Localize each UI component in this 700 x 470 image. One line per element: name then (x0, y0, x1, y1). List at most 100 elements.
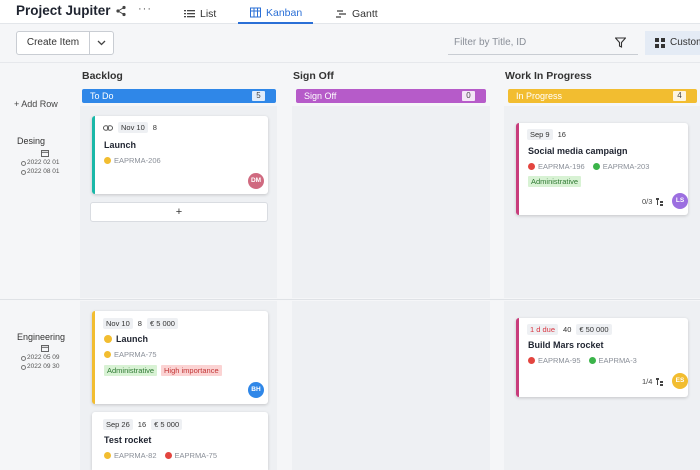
subtask-count[interactable]: 0/3 (642, 197, 664, 206)
avatar[interactable]: ES (672, 373, 688, 389)
subtask-count[interactable]: 1/4 (642, 377, 664, 386)
cell-signoff-engineering (292, 301, 490, 470)
subtask-text: 1/4 (642, 377, 653, 386)
card-ref[interactable]: EAPRMA-206 (104, 156, 161, 165)
avatar[interactable]: LS (672, 193, 688, 209)
card-title-text: Test rocket (104, 435, 152, 445)
status-header-todo: To Do 5 (82, 89, 276, 103)
tab-kanban[interactable]: Kanban (238, 3, 313, 24)
card-title-text: Build Mars rocket (528, 340, 604, 350)
card-build-mars-rocket[interactable]: 1 d due 40 € 50 000 Build Mars rocket EA… (516, 318, 688, 397)
filter-input[interactable] (448, 31, 638, 55)
avatar[interactable]: BH (248, 382, 264, 398)
share-icon[interactable] (115, 5, 127, 17)
card-date: Sep 9 (527, 129, 553, 140)
blocked-dot-icon (164, 452, 172, 459)
create-item-button[interactable]: Create Item (16, 31, 114, 55)
warning-dot-icon (104, 452, 111, 459)
card-date: Sep 26 (103, 419, 133, 430)
status-label: Sign Off (304, 91, 337, 101)
toolbar: Create Item Custom (0, 25, 700, 63)
tab-list[interactable]: List (184, 3, 216, 24)
card-title: Test rocket (104, 435, 151, 445)
card-ref[interactable]: EAPRMA-3 (588, 356, 637, 365)
card-title: Launch (104, 140, 136, 150)
card-ref[interactable]: EAPRMA-82 (104, 451, 157, 460)
card-ref-text: EAPRMA-196 (538, 162, 585, 171)
row-end-date: 2022 08 01 (21, 168, 60, 175)
list-icon (184, 10, 195, 18)
card-launch-engineering[interactable]: Nov 10 8 € 5 000 Launch EAPRMA-75 Admini… (92, 311, 268, 404)
card-ref[interactable]: EAPRMA-196 (528, 162, 585, 171)
tag-administrative: Administrative (104, 365, 158, 376)
link-icon (103, 124, 113, 131)
tab-kanban-label: Kanban (266, 6, 303, 19)
card-cost: € 5 000 (151, 419, 183, 430)
card-ref-text: EAPRMA-3 (598, 356, 637, 365)
card-ref-text: EAPRMA-95 (538, 356, 581, 365)
status-label: To Do (90, 91, 114, 101)
card-ref[interactable]: EAPRMA-203 (592, 162, 649, 171)
tag-high-importance: High importance (161, 365, 222, 376)
add-card-button[interactable]: + (90, 202, 268, 222)
blocked-dot-icon (528, 357, 535, 364)
warning-dot-icon (104, 157, 111, 164)
card-number: 8 (152, 123, 157, 132)
avatar[interactable]: DM (248, 173, 264, 189)
card-due: 1 d due (527, 324, 559, 335)
card-launch-design[interactable]: Nov 10 8 Launch EAPRMA-206 DM (92, 116, 268, 194)
card-social-media-campaign[interactable]: Sep 9 16 Social media campaign EAPRMA-19… (516, 123, 688, 215)
tag-administrative: Administrative (528, 176, 582, 187)
card-title: Launch (104, 334, 148, 344)
done-check-icon (592, 163, 600, 170)
custom-view-button[interactable]: Custom (645, 31, 700, 55)
row-name-engineering: Engineering (17, 332, 66, 342)
card-number: 16 (557, 130, 566, 139)
row-name-desing: Desing (17, 136, 46, 146)
create-item-label: Create Item (17, 32, 90, 54)
card-ref[interactable]: EAPRMA-75 (164, 451, 218, 460)
card-ref-text: EAPRMA-82 (114, 451, 157, 460)
card-title-text: Launch (104, 140, 137, 150)
create-item-dropdown[interactable] (90, 32, 113, 54)
kanban-icon (250, 7, 261, 18)
card-number: 8 (137, 319, 142, 328)
grid-icon (655, 38, 665, 48)
card-test-rocket[interactable]: Sep 26 16 € 5 000 Test rocket EAPRMA-82 … (92, 412, 268, 470)
subtask-icon (656, 197, 664, 206)
status-count: 4 (673, 91, 686, 101)
calendar-icon (41, 150, 49, 157)
column-title-backlog: Backlog (82, 70, 123, 82)
card-cost: € 5 000 (146, 318, 178, 329)
tab-gantt-label: Gantt (352, 7, 378, 20)
card-cost: € 50 000 (576, 324, 612, 335)
done-check-icon (588, 357, 596, 364)
more-icon[interactable]: ··· (138, 3, 152, 15)
tab-gantt[interactable]: Gantt (336, 3, 378, 24)
card-date: Nov 10 (118, 122, 148, 133)
row-start-date: 2022 02 01 (21, 159, 60, 166)
status-count: 0 (462, 91, 475, 101)
status-label: In Progress (516, 91, 563, 101)
card-number: 40 (563, 325, 572, 334)
calendar-icon (41, 345, 49, 352)
card-ref[interactable]: EAPRMA-75 (104, 350, 157, 359)
row-end-date: 2022 09 30 (21, 363, 60, 370)
subtask-text: 0/3 (642, 197, 653, 206)
add-row-button[interactable]: + Add Row (14, 99, 58, 109)
filter-icon[interactable] (615, 37, 626, 48)
chevron-down-icon (97, 40, 106, 46)
cell-signoff-desing (292, 106, 490, 298)
card-title: Build Mars rocket (528, 340, 604, 350)
custom-view-label: Custom (670, 37, 700, 48)
card-number: 16 (137, 420, 147, 429)
card-title: Social media campaign (528, 146, 628, 156)
card-ref-text: EAPRMA-75 (174, 451, 218, 460)
column-title-wip: Work In Progress (505, 70, 592, 82)
column-title-signoff: Sign Off (293, 70, 334, 82)
card-title-text: Launch (116, 334, 149, 344)
status-dot-icon (104, 335, 112, 343)
card-ref[interactable]: EAPRMA-95 (528, 356, 581, 365)
warning-dot-icon (104, 351, 111, 358)
status-header-signoff: Sign Off 0 (296, 89, 486, 103)
